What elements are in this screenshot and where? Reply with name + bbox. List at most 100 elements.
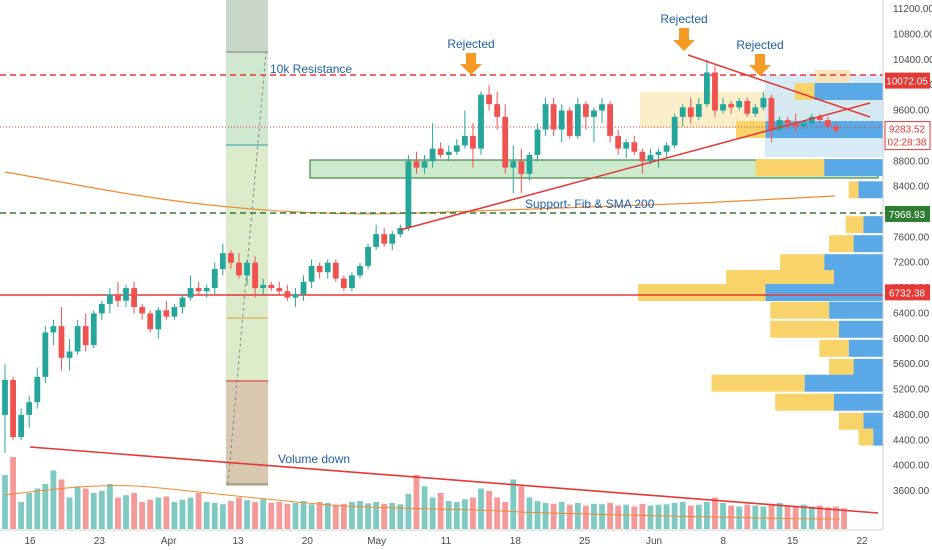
volume-bar — [405, 493, 412, 529]
candle-body — [445, 151, 452, 155]
volume-bar — [679, 502, 686, 529]
volume-profile — [638, 83, 883, 446]
candle-body — [413, 161, 420, 168]
candle — [397, 224, 404, 238]
candle — [558, 104, 565, 143]
rising-trendline — [399, 102, 871, 231]
candle — [704, 59, 710, 108]
time-tick-label: 11 — [441, 536, 452, 547]
candle-body — [236, 262, 242, 276]
candle — [131, 281, 137, 314]
candle — [268, 281, 275, 292]
volume-bar — [155, 497, 162, 529]
volume-profile-sell-bar — [765, 121, 883, 139]
volume-bar — [340, 503, 347, 529]
candle — [518, 148, 525, 193]
volume-bar — [10, 457, 16, 529]
candle — [155, 307, 162, 339]
candle — [90, 310, 97, 349]
candle — [276, 281, 283, 295]
volume-bar — [429, 497, 436, 529]
volume-bar — [510, 479, 517, 529]
price-tick-label: 4000.00 — [893, 461, 930, 472]
price-tag: 6732.38 — [885, 284, 930, 301]
candle-body — [833, 126, 839, 131]
time-tick-label: Jun — [646, 536, 662, 547]
volume-bar — [461, 499, 468, 529]
candle — [599, 97, 605, 124]
candle — [252, 256, 259, 298]
time-axis-ticks: 16 23 Apr 13 20 May 11 18 25 Jun 8 15 22 — [24, 536, 868, 547]
candle-body — [720, 104, 726, 111]
volume-profile-sell-bar — [863, 216, 883, 234]
candle-body — [219, 253, 226, 270]
candle — [389, 231, 396, 251]
candle-body — [655, 151, 662, 155]
candle — [671, 113, 678, 149]
volume-profile-buy-bar — [755, 159, 825, 177]
price-axis[interactable] — [883, 0, 932, 550]
candle — [607, 101, 614, 143]
volume-profile-buy-bar — [780, 254, 825, 272]
candle-body — [324, 262, 331, 273]
volume-bar — [413, 475, 420, 529]
volume-bar — [655, 504, 662, 529]
candle-body — [591, 110, 597, 117]
price-tags: 10072.05 9283.52 02:28:38 7968.93 6732.38 — [884, 72, 931, 301]
price-tick-label: 3600.00 — [893, 486, 930, 497]
time-axis[interactable] — [0, 530, 883, 550]
price-tick-label: 11200.00 — [893, 4, 932, 15]
candle-body — [542, 104, 549, 130]
rejected-label-1: Rejected — [447, 37, 494, 51]
price-tag-value: 10072.05 — [886, 77, 928, 88]
candle-body — [131, 288, 137, 308]
candle — [566, 107, 573, 140]
candle-body — [494, 104, 501, 117]
time-tick-label: 18 — [510, 536, 522, 547]
down-arrow-icon — [673, 28, 695, 51]
candle — [760, 91, 767, 111]
volume-bar — [389, 502, 396, 529]
candle-body — [332, 262, 339, 279]
candle-body — [784, 120, 791, 124]
price-tick-label: 8400.00 — [893, 182, 930, 193]
volume-bar — [66, 497, 73, 529]
candle — [115, 281, 121, 308]
candle-body — [736, 101, 743, 108]
volume-bar — [470, 497, 476, 529]
candle-body — [558, 110, 565, 130]
volume-bar — [421, 486, 428, 529]
candle — [284, 284, 291, 301]
time-tick-label: 13 — [232, 536, 244, 547]
candle-body — [792, 123, 799, 127]
volume-bar — [486, 490, 492, 529]
candle — [260, 278, 267, 295]
volume-bar — [784, 505, 791, 529]
candle — [219, 243, 226, 276]
candle-body — [268, 284, 275, 289]
volume-bar — [292, 502, 299, 529]
candle — [292, 288, 299, 308]
candle — [453, 139, 460, 155]
time-tick-label: 15 — [787, 536, 799, 547]
price-tick-label: 9600.00 — [893, 106, 930, 117]
volume-bar — [792, 506, 799, 529]
volume-profile-sell-bar — [765, 284, 883, 302]
price-tick-label: 6400.00 — [893, 308, 930, 319]
time-tick-label: 20 — [302, 536, 314, 547]
volume-bar — [526, 497, 533, 529]
candle — [526, 151, 533, 181]
volume-bar — [623, 504, 630, 529]
volume-profile-buy-bar — [829, 235, 854, 253]
price-tick-label: 7600.00 — [893, 232, 930, 243]
candle — [784, 116, 791, 130]
candle — [639, 148, 646, 174]
candle-body — [179, 297, 186, 308]
candle — [808, 113, 815, 127]
volume-bar — [82, 488, 89, 529]
candle — [187, 275, 194, 301]
volume-profile-sell-bar — [834, 393, 883, 411]
volume-ma-line — [4, 485, 841, 520]
candle-body — [704, 72, 710, 105]
